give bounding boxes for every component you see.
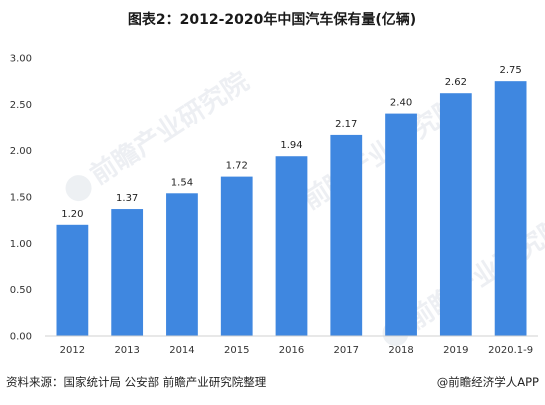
- x-tick-label: 2018: [388, 345, 413, 356]
- y-axis: 3.00 2.50 2.00 1.50 1.00 0.50 0.00: [10, 54, 32, 343]
- y-tick-label: 0.50: [10, 285, 32, 296]
- brand-label: @前瞻经济学人APP: [437, 375, 539, 389]
- bar-2014: [166, 193, 198, 336]
- y-tick-label: 1.50: [10, 193, 32, 204]
- x-tick-label: 2016: [279, 345, 304, 356]
- data-label: 2.40: [390, 98, 412, 109]
- x-axis: 2012 2013 2014 2015 2016 2017 2018 2019 2020.1-9: [45, 335, 538, 356]
- source-note: 资料来源：国家统计局 公安部 前瞻产业研究院整理: [6, 375, 267, 389]
- bar-2018: [385, 113, 417, 336]
- bars-group: 1.20 1.37 1.54 1.72 1.94 2.17 2.40 2.62 2.75: [56, 65, 527, 337]
- x-tick-label: 2015: [224, 345, 249, 356]
- data-label: 1.37: [116, 193, 138, 204]
- bar-2016: [275, 156, 308, 336]
- x-tick-label: 2020.1-9: [488, 345, 533, 356]
- x-tick-label: 2013: [114, 345, 139, 356]
- chart-title: 图表2：2012-2020年中国汽车保有量(亿辆): [128, 11, 416, 28]
- x-tick-label: 2014: [169, 345, 194, 356]
- x-tick-label: 2012: [60, 345, 85, 356]
- watermark-text: 前瞻产业研究院: [85, 66, 255, 191]
- bar-2013: [111, 209, 144, 336]
- data-label: 1.72: [226, 161, 248, 172]
- watermark-logo-icon: [65, 175, 92, 202]
- x-tick-label: 2019: [443, 345, 468, 356]
- x-tick-label: 2017: [334, 345, 359, 356]
- data-label: 2.62: [445, 77, 467, 88]
- data-label: 1.54: [171, 177, 193, 188]
- data-label: 2.75: [499, 65, 521, 76]
- y-tick-label: 3.00: [10, 54, 32, 65]
- data-label: 1.94: [280, 140, 302, 151]
- bar-2012: [56, 224, 89, 336]
- bar-2015: [220, 176, 253, 336]
- y-tick-label: 0.00: [10, 332, 32, 343]
- y-tick-label: 2.50: [10, 100, 32, 111]
- bar-2019: [439, 93, 472, 337]
- bar-2017: [330, 134, 363, 336]
- data-label: 1.20: [61, 209, 83, 220]
- data-label: 2.17: [335, 119, 357, 130]
- y-tick-label: 2.00: [10, 146, 32, 157]
- y-tick-label: 1.00: [10, 239, 32, 250]
- bar-2020.1-9: [494, 81, 527, 336]
